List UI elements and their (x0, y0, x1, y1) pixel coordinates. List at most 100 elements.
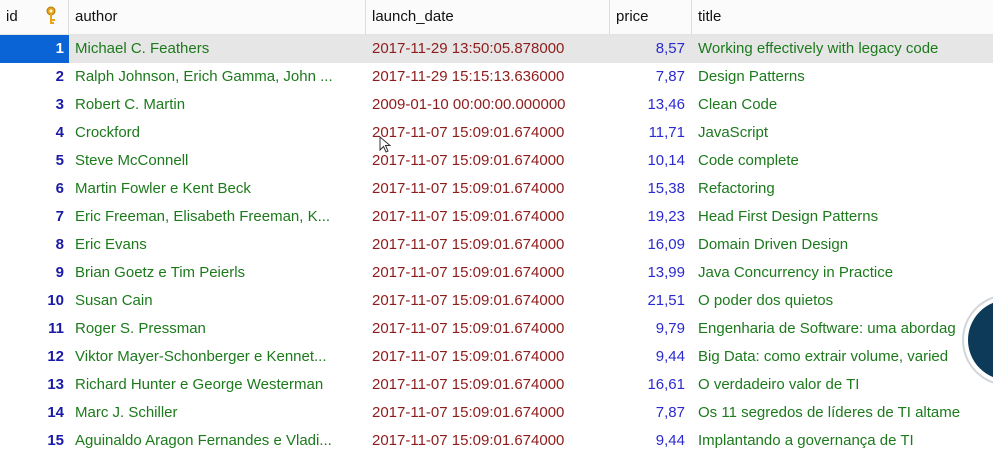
cell-price[interactable]: 21,51 (647, 292, 685, 309)
cell-title[interactable]: Clean Code (698, 96, 778, 113)
cell-id[interactable]: 11 (48, 320, 64, 337)
table-row[interactable]: 6 Martin Fowler e Kent Beck 2017-11-07 1… (0, 175, 993, 203)
cell-author[interactable]: Susan Cain (75, 292, 153, 309)
cell-launch-date[interactable]: 2009-01-10 00:00:00.000000 (372, 96, 566, 113)
cell-title[interactable]: Refactoring (698, 180, 775, 197)
cell-launch-date[interactable]: 2017-11-29 15:15:13.636000 (372, 68, 565, 85)
cell-launch-date[interactable]: 2017-11-07 15:09:01.674000 (372, 404, 565, 421)
table-row[interactable]: 13 Richard Hunter e George Westerman 201… (0, 371, 993, 399)
cell-launch-date[interactable]: 2017-11-07 15:09:01.674000 (372, 264, 565, 281)
cell-id[interactable]: 7 (55, 208, 64, 225)
table-row[interactable]: 2 Ralph Johnson, Erich Gamma, John ... 2… (0, 63, 993, 91)
cell-title[interactable]: Big Data: como extrair volume, varied (698, 348, 949, 365)
cell-launch-date[interactable]: 2017-11-29 13:50:05.878000 (372, 40, 565, 57)
cell-price[interactable]: 13,99 (647, 264, 685, 281)
table-row[interactable]: 14 Marc J. Schiller 2017-11-07 15:09:01.… (0, 399, 993, 427)
cell-launch-date[interactable]: 2017-11-07 15:09:01.674000 (372, 152, 565, 169)
cell-author[interactable]: Marc J. Schiller (75, 404, 178, 421)
cell-id[interactable]: 5 (55, 152, 64, 169)
cell-title[interactable]: Implantando a governança de TI (698, 432, 914, 449)
cell-id[interactable]: 10 (47, 292, 64, 309)
table-row[interactable]: 9 Brian Goetz e Tim Peierls 2017-11-07 1… (0, 259, 993, 287)
cell-author[interactable]: Eric Freeman, Elisabeth Freeman, K... (75, 208, 331, 225)
cell-id[interactable]: 12 (47, 348, 64, 365)
cell-price[interactable]: 8,57 (655, 40, 685, 57)
column-header-launch-date[interactable]: launch_date (366, 0, 610, 34)
cell-price[interactable]: 10,14 (647, 152, 685, 169)
table-row[interactable]: 5 Steve McConnell 2017-11-07 15:09:01.67… (0, 147, 993, 175)
cell-author[interactable]: Michael C. Feathers (75, 40, 210, 57)
cell-price[interactable]: 9,79 (655, 320, 685, 337)
cell-author[interactable]: Aguinaldo Aragon Fernandes e Vladi... (75, 432, 332, 449)
cell-title[interactable]: Design Patterns (698, 68, 805, 85)
cell-price[interactable]: 13,46 (647, 96, 685, 113)
cell-launch-date[interactable]: 2017-11-07 15:09:01.674000 (372, 208, 565, 225)
cell-launch-date[interactable]: 2017-11-07 15:09:01.674000 (372, 376, 565, 393)
cell-id[interactable]: 2 (55, 68, 64, 85)
cell-launch-date[interactable]: 2017-11-07 15:09:01.674000 (372, 292, 565, 309)
table-row[interactable]: 10 Susan Cain 2017-11-07 15:09:01.674000… (0, 287, 993, 315)
cell-id[interactable]: 14 (47, 404, 64, 421)
cell-title[interactable]: Engenharia de Software: uma abordag (698, 320, 956, 337)
column-header-launch-date-label: launch_date (372, 8, 454, 25)
cell-id[interactable]: 13 (47, 376, 64, 393)
cell-launch-date[interactable]: 2017-11-07 15:09:01.674000 (372, 236, 565, 253)
cell-price[interactable]: 11,71 (648, 124, 685, 141)
cell-title[interactable]: O poder dos quietos (698, 292, 834, 309)
cell-author[interactable]: Eric Evans (75, 236, 147, 253)
cell-author[interactable]: Viktor Mayer-Schonberger e Kennet... (75, 348, 327, 365)
cell-price[interactable]: 16,09 (647, 236, 685, 253)
column-header-price[interactable]: price (610, 0, 692, 34)
cell-launch-date[interactable]: 2017-11-07 15:09:01.674000 (372, 320, 565, 337)
table-row[interactable]: 8 Eric Evans 2017-11-07 15:09:01.674000 … (0, 231, 993, 259)
cell-launch-date[interactable]: 2017-11-07 15:09:01.674000 (372, 432, 565, 449)
cell-price[interactable]: 9,44 (655, 348, 685, 365)
table-row[interactable]: 1 Michael C. Feathers 2017-11-29 13:50:0… (0, 35, 993, 63)
cell-title[interactable]: Working effectively with legacy code (698, 40, 939, 57)
cell-title[interactable]: O verdadeiro valor de TI (698, 376, 860, 393)
cell-price[interactable]: 7,87 (655, 68, 685, 85)
cell-id[interactable]: 6 (55, 180, 64, 197)
column-header-id[interactable]: id (0, 0, 69, 34)
table-row[interactable]: 3 Robert C. Martin 2009-01-10 00:00:00.0… (0, 91, 993, 119)
cell-id[interactable]: 8 (55, 236, 64, 253)
cell-id[interactable]: 9 (55, 264, 64, 281)
column-header-id-label: id (6, 8, 18, 25)
cell-price[interactable]: 15,38 (647, 180, 685, 197)
table-row[interactable]: 7 Eric Freeman, Elisabeth Freeman, K... … (0, 203, 993, 231)
cell-title[interactable]: Domain Driven Design (698, 236, 849, 253)
cell-launch-date[interactable]: 2017-11-07 15:09:01.674000 (372, 348, 565, 365)
cell-price[interactable]: 16,61 (647, 376, 685, 393)
cell-id[interactable]: 3 (55, 96, 64, 113)
column-header-author-label: author (75, 8, 118, 25)
column-header-author[interactable]: author (69, 0, 366, 34)
cell-author[interactable]: Richard Hunter e George Westerman (75, 376, 324, 393)
cell-price[interactable]: 7,87 (655, 404, 685, 421)
cell-title[interactable]: Os 11 segredos de líderes de TI altame (698, 404, 961, 421)
cell-author[interactable]: Brian Goetz e Tim Peierls (75, 264, 246, 281)
table-row[interactable]: 4 Crockford 2017-11-07 15:09:01.674000 1… (0, 119, 993, 147)
cell-title[interactable]: Java Concurrency in Practice (698, 264, 894, 281)
cell-author[interactable]: Robert C. Martin (75, 96, 186, 113)
cell-id[interactable]: 1 (0, 35, 69, 63)
cell-author[interactable]: Roger S. Pressman (75, 320, 206, 337)
column-header-title[interactable]: title (692, 0, 993, 34)
cell-price[interactable]: 19,23 (647, 208, 685, 225)
cell-title[interactable]: JavaScript (698, 124, 769, 141)
table-row[interactable]: 12 Viktor Mayer-Schonberger e Kennet... … (0, 343, 993, 371)
cell-id[interactable]: 4 (55, 124, 64, 141)
cell-launch-date[interactable]: 2017-11-07 15:09:01.674000 (372, 124, 565, 141)
mouse-cursor-icon (379, 136, 392, 153)
table-row[interactable]: 11 Roger S. Pressman 2017-11-07 15:09:01… (0, 315, 993, 343)
cell-price[interactable]: 9,44 (655, 432, 685, 449)
cell-title[interactable]: Head First Design Patterns (698, 208, 879, 225)
table-row[interactable]: 15 Aguinaldo Aragon Fernandes e Vladi...… (0, 427, 993, 455)
cell-author[interactable]: Steve McConnell (75, 152, 189, 169)
cell-author[interactable]: Martin Fowler e Kent Beck (75, 180, 251, 197)
cell-title[interactable]: Code complete (698, 152, 799, 169)
cell-launch-date[interactable]: 2017-11-07 15:09:01.674000 (372, 180, 565, 197)
cell-id[interactable]: 15 (47, 432, 64, 449)
cell-author[interactable]: Crockford (75, 124, 141, 141)
cell-author[interactable]: Ralph Johnson, Erich Gamma, John ... (75, 68, 333, 85)
